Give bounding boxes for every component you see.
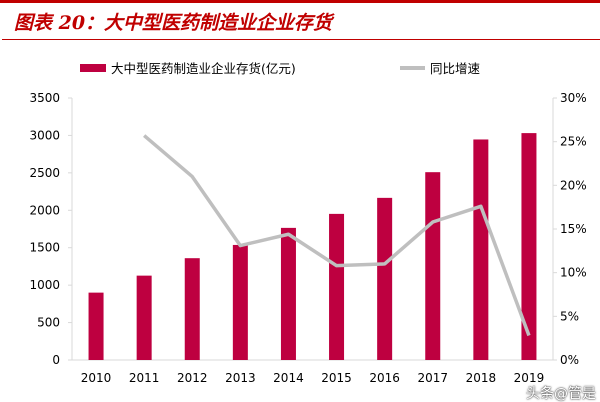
top-accent-bar <box>0 0 600 3</box>
bar-2015 <box>329 213 345 360</box>
left-tick-label: 500 <box>37 316 60 330</box>
x-tick-label: 2012 <box>177 371 208 385</box>
x-tick-label: 2018 <box>466 371 497 385</box>
bar-2017 <box>425 172 441 360</box>
right-tick-label: 5% <box>560 309 579 323</box>
x-tick-label: 2011 <box>129 371 160 385</box>
right-tick-label: 15% <box>560 222 587 236</box>
legend-bar-label: 大中型医药制造业企业存货(亿元) <box>111 61 296 76</box>
left-tick-label: 0 <box>52 353 60 367</box>
bar-2018 <box>473 139 489 360</box>
legend-bar-swatch <box>80 64 106 72</box>
right-tick-label: 25% <box>560 135 587 149</box>
left-tick-label: 2500 <box>29 166 60 180</box>
x-tick-label: 2014 <box>273 371 304 385</box>
x-tick-label: 2016 <box>369 371 400 385</box>
bar-2019 <box>521 133 537 360</box>
legend-line-label: 同比增速 <box>430 61 481 76</box>
watermark: 头条@管是 <box>526 386 596 402</box>
right-tick-label: 30% <box>560 91 587 105</box>
bar-2014 <box>280 227 296 360</box>
title-divider <box>2 39 600 40</box>
x-tick-label: 2010 <box>81 371 112 385</box>
bar-2013 <box>232 244 248 360</box>
right-tick-label: 10% <box>560 266 587 280</box>
right-tick-label: 20% <box>560 178 587 192</box>
x-tick-label: 2017 <box>417 371 448 385</box>
left-tick-label: 1500 <box>29 241 60 255</box>
x-tick-label: 2019 <box>514 371 545 385</box>
left-tick-label: 2000 <box>29 203 60 217</box>
right-tick-label: 0% <box>560 353 579 367</box>
left-tick-label: 1000 <box>29 278 60 292</box>
bar-2011 <box>136 275 152 360</box>
left-tick-label: 3000 <box>29 128 60 142</box>
x-tick-label: 2013 <box>225 371 256 385</box>
left-tick-label: 3500 <box>29 91 60 105</box>
x-tick-label: 2015 <box>321 371 352 385</box>
growth-line <box>143 134 531 337</box>
bar-2012 <box>184 258 200 360</box>
bar-2016 <box>377 197 393 360</box>
bar-2010 <box>88 292 104 360</box>
chart-title: 图表 20：大中型医药制造业企业存货 <box>14 12 333 34</box>
